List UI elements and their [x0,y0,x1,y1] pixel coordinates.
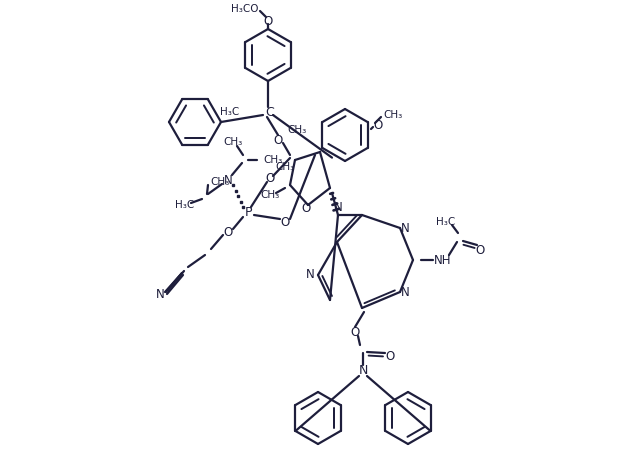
Text: H₃C: H₃C [220,107,239,117]
Text: NH: NH [435,253,452,266]
Text: O: O [264,15,273,28]
Text: O: O [273,133,283,147]
Text: O: O [385,351,395,363]
Text: N: N [401,285,410,298]
Text: CH₃: CH₃ [275,162,294,172]
Text: N: N [333,201,342,213]
Text: CH₃: CH₃ [383,110,403,120]
Text: O: O [350,326,360,338]
Text: CH₃: CH₃ [223,137,243,147]
Text: O: O [280,216,290,228]
Text: O: O [476,243,484,257]
Text: P: P [244,205,252,219]
Text: CH₃: CH₃ [260,190,280,200]
Text: CH₃: CH₃ [210,177,229,187]
Text: O: O [373,118,382,132]
Text: N: N [223,173,232,187]
Text: O: O [266,172,275,185]
Text: H₃C: H₃C [175,200,195,210]
Text: C: C [266,105,275,118]
Text: CH₃: CH₃ [263,155,282,165]
Text: N: N [401,221,410,235]
Text: H₃C: H₃C [436,217,456,227]
Text: H₃CO: H₃CO [230,4,258,14]
Text: N: N [358,363,368,376]
Text: O: O [301,202,310,214]
Text: N: N [306,268,314,282]
Text: N: N [156,289,164,301]
Text: CH₃: CH₃ [287,125,307,135]
Text: O: O [223,226,232,238]
